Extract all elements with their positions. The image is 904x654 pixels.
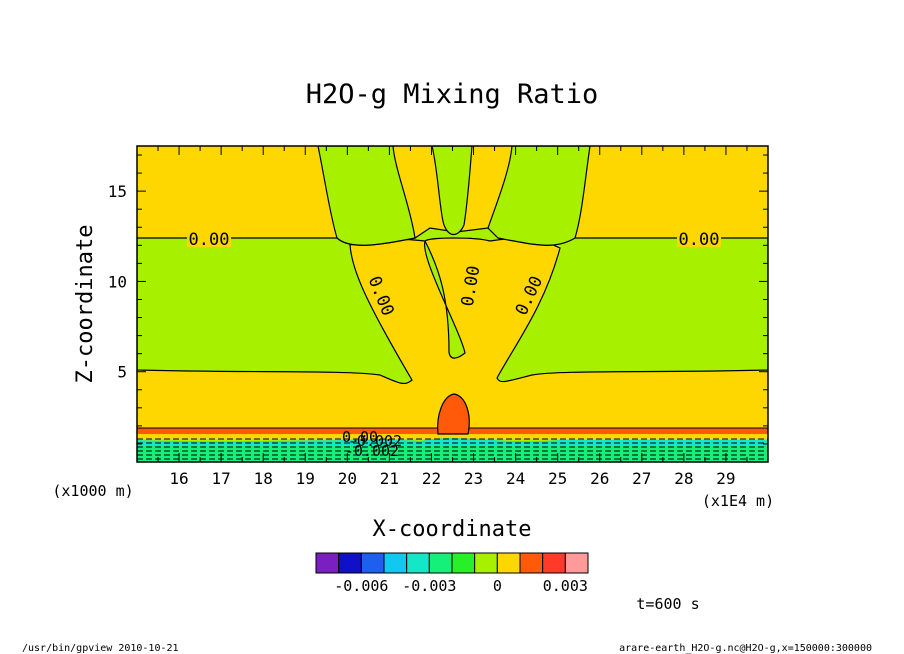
field-green-center xyxy=(431,146,473,235)
y-tick-label: 15 xyxy=(108,182,127,201)
colorbar-swatch xyxy=(428,552,453,574)
colorbar-swatch xyxy=(383,552,408,574)
footer-left: /usr/bin/gpview 2010-10-21 xyxy=(22,643,179,654)
colorbar-swatch xyxy=(360,552,385,574)
x-tick-label: 21 xyxy=(380,469,399,488)
colorbar-swatch xyxy=(315,552,340,574)
field-yellow-band xyxy=(137,434,768,439)
y-tick-label: 5 xyxy=(117,363,127,382)
colorbar-tick-label: 0 xyxy=(493,577,502,595)
y-axis: 5 10 15 xyxy=(108,154,768,463)
x-tick-label: 29 xyxy=(716,469,735,488)
time-label: t=600 s xyxy=(636,595,699,613)
x-tick-label: 23 xyxy=(464,469,483,488)
colorbar-tick-label: -0.003 xyxy=(402,577,456,595)
field-orange-plume xyxy=(437,393,470,435)
colorbar-swatch xyxy=(542,552,566,574)
contour-label: -0.002 xyxy=(345,442,399,460)
colorbar-swatch xyxy=(496,552,521,574)
contour-label: 0.00 xyxy=(342,428,378,446)
x-tick-label: 17 xyxy=(212,469,231,488)
x-tick-label: 26 xyxy=(590,469,609,488)
y-axis-title: Z-coordinate xyxy=(73,225,98,384)
colorbar-tick-label: 0.003 xyxy=(543,577,588,595)
colorbar xyxy=(315,552,589,574)
y-tick-label: 10 xyxy=(108,272,127,291)
colorbar-swatch xyxy=(474,552,498,574)
contour-label: 0.00 xyxy=(679,230,720,250)
x-tick-label: 24 xyxy=(506,469,525,488)
field-teal-band xyxy=(137,438,768,446)
x-axis-unit: (x1E4 m) xyxy=(702,492,774,510)
x-tick-label: 19 xyxy=(296,469,315,488)
y-axis-unit: (x1000 m) xyxy=(52,482,133,500)
chart-title: H2O-g Mixing Ratio xyxy=(306,79,599,110)
x-tick-label: 28 xyxy=(674,469,693,488)
colorbar-ticks: -0.006 -0.003 0 0.003 xyxy=(334,577,588,595)
x-axis: 16 17 18 19 20 21 22 23 24 25 26 27 28 29 xyxy=(136,146,769,488)
colorbar-swatch xyxy=(406,552,430,574)
x-tick-label: 16 xyxy=(169,469,188,488)
x-axis-title: X-coordinate xyxy=(373,517,532,542)
contour-label: 0.00 xyxy=(189,230,230,250)
colorbar-swatch xyxy=(451,552,476,574)
field-green-upper-left xyxy=(317,146,416,246)
contour-fields xyxy=(137,146,768,462)
field-green-surface xyxy=(137,445,768,462)
x-tick-label: 18 xyxy=(254,469,273,488)
contour-label: -0.002 xyxy=(348,432,402,450)
colorbar-swatch xyxy=(519,552,544,574)
colorbar-swatch xyxy=(564,552,589,574)
footer-right: arare-earth_H2O-g.nc@H2O-g,x=150000:3000… xyxy=(619,643,872,654)
x-tick-label: 22 xyxy=(422,469,441,488)
colorbar-swatch xyxy=(338,552,362,574)
x-tick-label: 25 xyxy=(548,469,567,488)
x-tick-label: 27 xyxy=(632,469,651,488)
colorbar-tick-label: -0.006 xyxy=(334,577,388,595)
field-green-upper-right xyxy=(487,146,591,246)
x-tick-label: 20 xyxy=(338,469,357,488)
